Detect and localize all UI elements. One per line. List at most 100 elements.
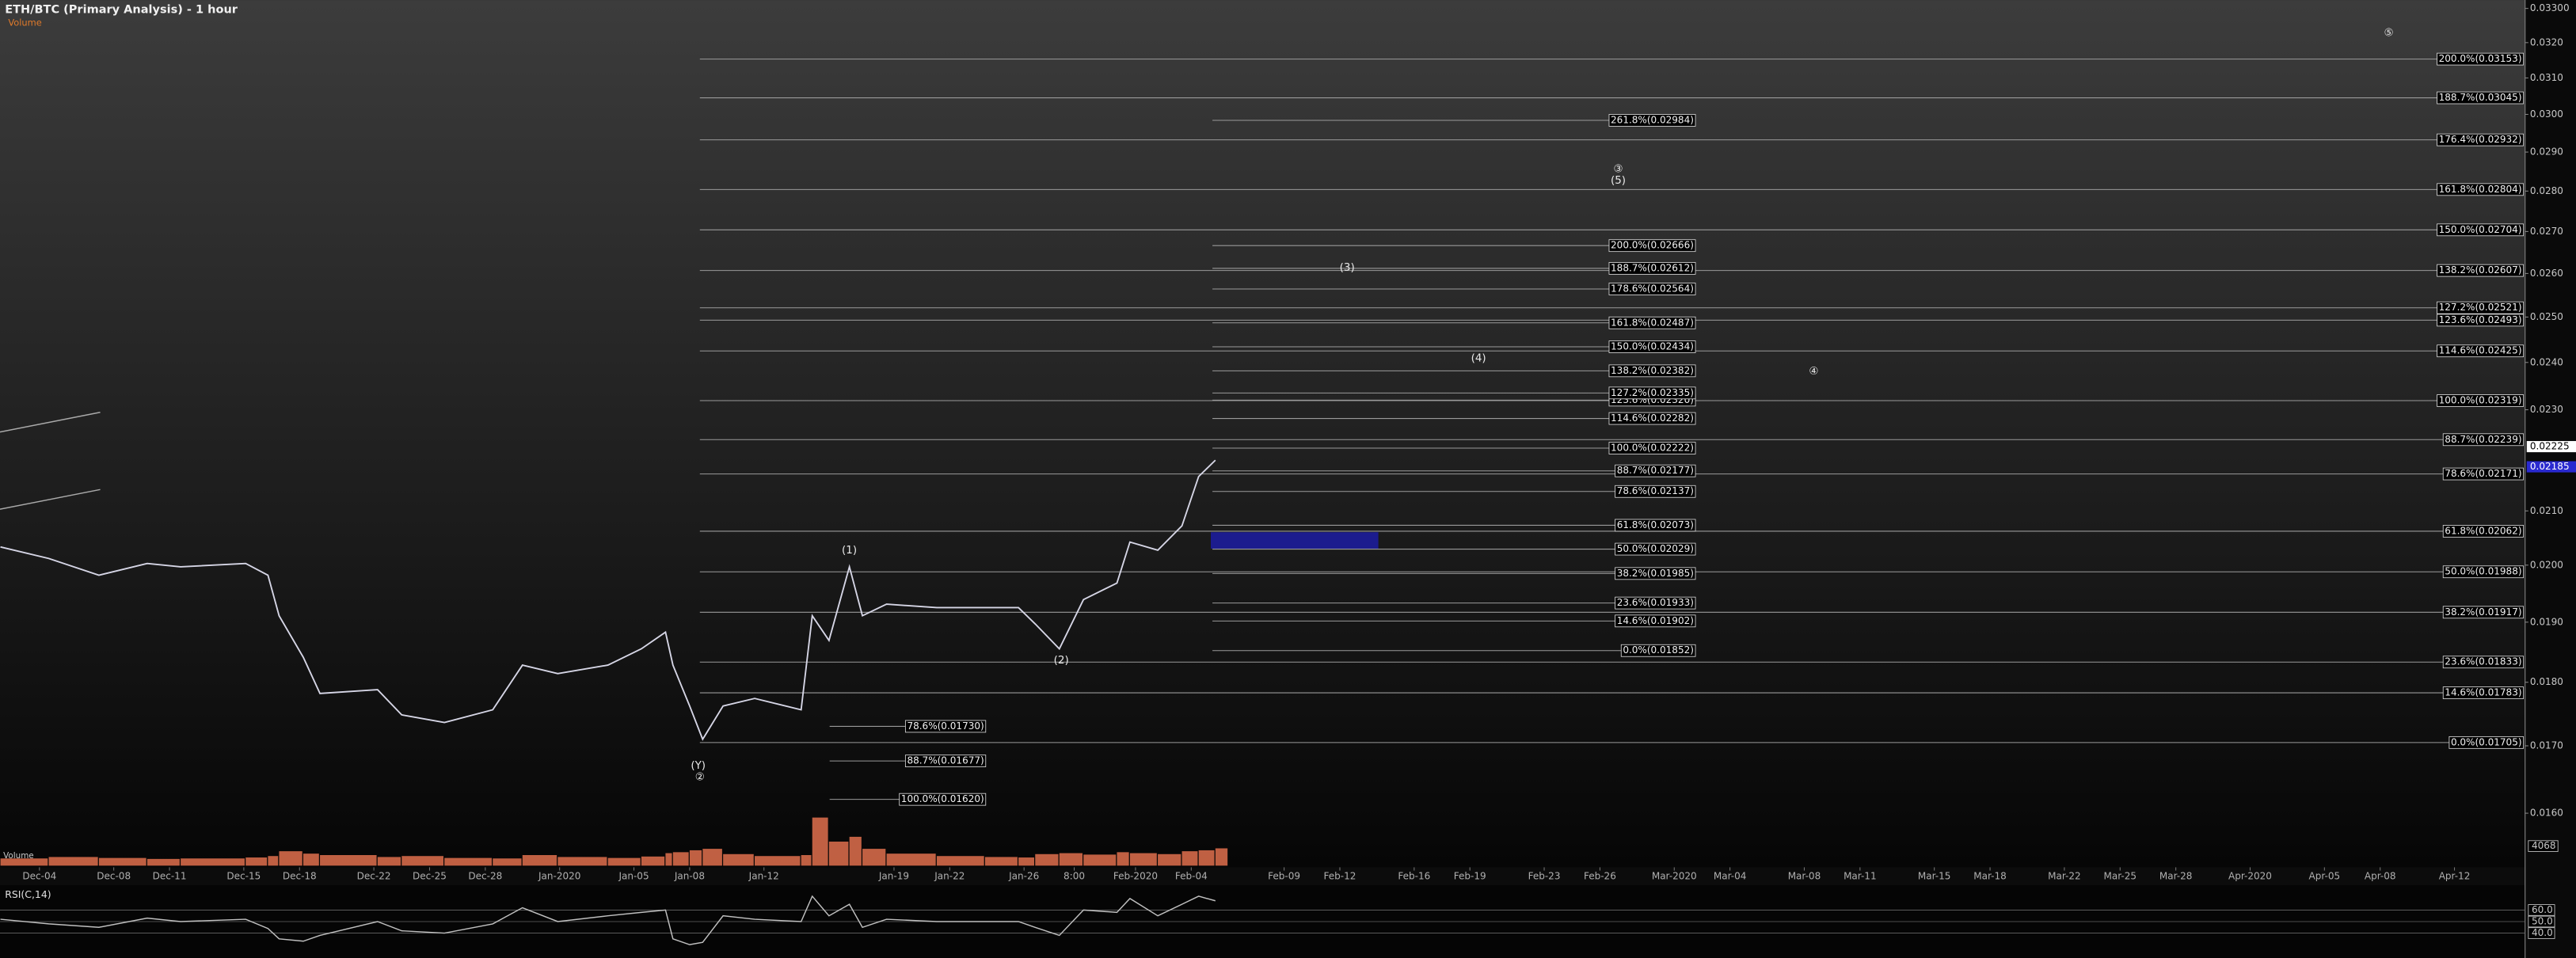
volume-bar	[98, 857, 146, 866]
volume-bar	[493, 858, 522, 866]
fib-label: 14.6%(0.01902)	[1617, 615, 1694, 626]
x-tick-label: Mar-08	[1788, 870, 1821, 881]
x-tick-label: Dec-08	[97, 870, 131, 881]
fib-label-box	[2437, 223, 2525, 237]
fib-label-box	[1615, 567, 1696, 580]
rsi-label: RSI(C,14)	[5, 888, 51, 900]
target-box	[1210, 532, 1379, 549]
fib-label-box	[2437, 52, 2525, 66]
volume-bar	[522, 854, 557, 866]
x-tick-label: Mar-22	[2048, 870, 2081, 881]
volume-bar	[1059, 853, 1083, 866]
x-tick-label: Jan-05	[618, 870, 649, 881]
fib-label-box	[1615, 519, 1696, 532]
fib-label-box	[2442, 656, 2525, 669]
x-tick-label: Apr-2020	[2228, 870, 2272, 881]
wave-label: (4)	[1471, 352, 1486, 364]
fib-label-box	[1608, 283, 1696, 295]
fib-label: 138.2%(0.02607)	[2439, 264, 2522, 276]
fib-label: 100.0%(0.02319)	[2439, 394, 2522, 405]
volume-bar	[557, 857, 607, 866]
x-tick-label: Dec-18	[283, 870, 317, 881]
fib-label: 88.7%(0.02239)	[2445, 434, 2521, 445]
volume-bar	[245, 857, 268, 866]
y-tick-label: 0.0290	[2530, 146, 2563, 158]
fib-label: 61.8%(0.02062)	[2445, 525, 2521, 536]
volume-bar	[665, 853, 672, 866]
y-tick-label: 0.0180	[2530, 676, 2563, 687]
volume-bar	[320, 854, 377, 866]
fib-label: 78.6%(0.02171)	[2445, 468, 2521, 479]
volume-bar	[672, 852, 689, 866]
fib-label-box	[2442, 565, 2525, 579]
volume-bar	[1018, 857, 1035, 866]
axis-panel	[2525, 0, 2576, 958]
volume-bar	[607, 857, 641, 866]
fib-label: 261.8%(0.02984)	[1611, 114, 1694, 125]
fib-label-box	[1615, 596, 1696, 610]
rsi-tick-label: 50.0	[2532, 915, 2553, 926]
fib-label: 78.6%(0.02137)	[1617, 485, 1694, 496]
y-tick-label: 0.0260	[2530, 268, 2563, 279]
x-tick-label: 8:00	[1064, 870, 1085, 881]
fib-label: 178.6%(0.02564)	[1611, 283, 1694, 294]
x-tick-label: Feb-16	[1398, 870, 1430, 881]
chart-title: ETH/BTC (Primary Analysis) - 1 hour	[5, 3, 238, 16]
fib-label: 88.7%(0.02177)	[1617, 465, 1694, 476]
y-tick-label: 0.03300	[2530, 2, 2570, 13]
fib-label-box	[1620, 644, 1696, 657]
wave-label: ②	[695, 770, 705, 783]
volume-bar	[279, 851, 302, 866]
x-tick-label: Feb-2020	[1113, 870, 1158, 881]
x-tick-label: Mar-25	[2104, 870, 2137, 881]
wave-label: (1)	[842, 544, 857, 557]
volume-bar	[1117, 852, 1129, 866]
x-tick-label: Feb-09	[1268, 870, 1300, 881]
fib-label-box	[1615, 542, 1696, 556]
fib-label: 123.6%(0.02493)	[2439, 314, 2522, 325]
fib-label: 0.0%(0.01852)	[1623, 644, 1694, 656]
wave-label: ⑤	[2384, 27, 2393, 40]
wave-label: (3)	[1340, 261, 1355, 274]
y-tick-label: 0.0190	[2530, 616, 2563, 627]
fib-label-box	[2437, 264, 2525, 277]
wave-label: ③	[1613, 163, 1623, 176]
x-tick-label: Mar-2020	[1652, 870, 1697, 881]
x-tick-label: Mar-18	[1973, 870, 2007, 881]
price-line	[0, 459, 1216, 741]
fib-label: 127.2%(0.02521)	[2439, 302, 2522, 313]
fib-label: 38.2%(0.01985)	[1617, 568, 1694, 579]
x-tick-label: Apr-08	[2365, 870, 2396, 881]
fib-label: 150.0%(0.02704)	[2439, 224, 2522, 235]
wave-label: ④	[1809, 365, 1818, 378]
fib-label-box	[1608, 340, 1696, 353]
volume-bar	[1129, 853, 1157, 866]
fib-label: 23.6%(0.01833)	[2445, 656, 2521, 667]
x-tick-label: Feb-26	[1584, 870, 1616, 881]
fib-label-box	[1615, 464, 1696, 477]
volume-bar	[812, 817, 828, 866]
fib-label-box	[2442, 525, 2525, 538]
x-tick-label: Mar-15	[1918, 870, 1951, 881]
volume-bar	[723, 853, 754, 866]
fib-label: 161.8%(0.02487)	[1611, 317, 1694, 328]
fib-label-box	[1608, 412, 1696, 425]
y-tick-label: 0.0280	[2530, 185, 2563, 196]
volume-bar	[268, 856, 279, 866]
price-marker-label: 0.02225	[2530, 441, 2570, 452]
x-tick-label: Feb-23	[1528, 870, 1561, 881]
fib-label-box	[2442, 467, 2525, 481]
volume-bar	[1215, 848, 1228, 866]
volume-bar	[1083, 854, 1117, 866]
volume-bar	[0, 858, 48, 866]
fib-label: 50.0%(0.01988)	[2445, 566, 2521, 577]
fib-label: 114.6%(0.02282)	[1611, 412, 1694, 424]
fib-label-box	[2442, 433, 2525, 447]
x-tick-label: Jan-22	[934, 870, 965, 881]
fib-label-box	[2437, 183, 2525, 196]
volume-bar	[48, 857, 98, 866]
x-tick-label: Jan-08	[674, 870, 705, 881]
x-tick-label: Jan-26	[1008, 870, 1039, 881]
volume-tick-label: 4068	[2532, 840, 2556, 851]
